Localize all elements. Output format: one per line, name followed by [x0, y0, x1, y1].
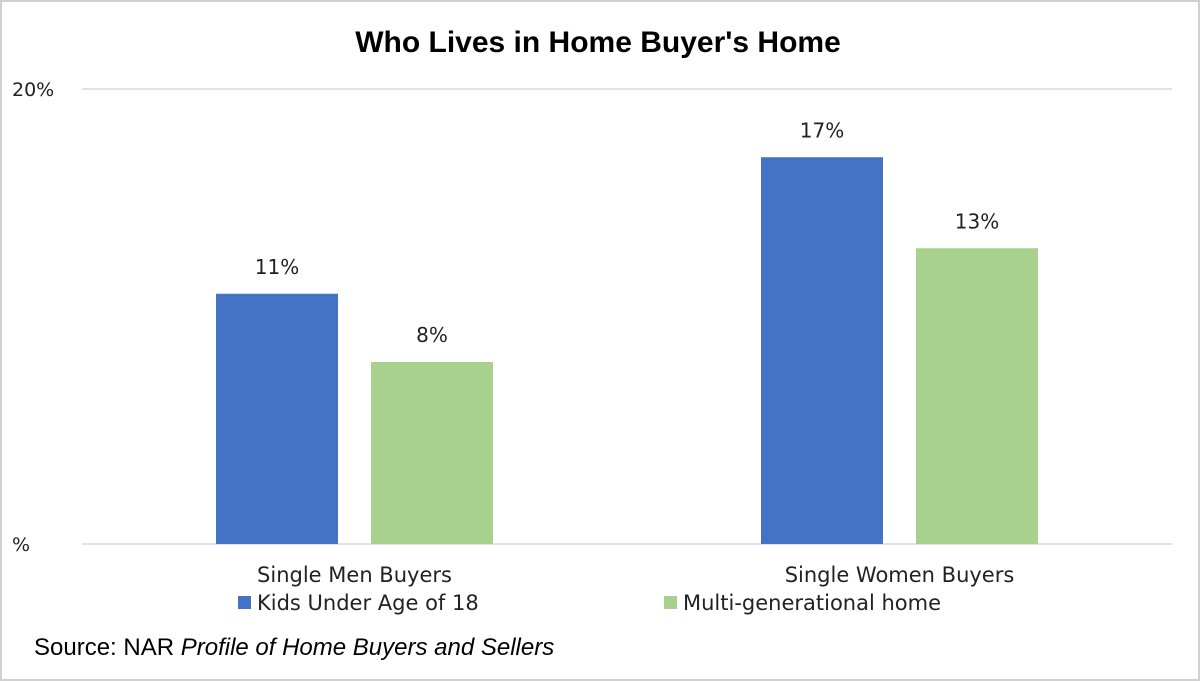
legend-label: Multi-generational home [683, 591, 941, 615]
y-tick-label: % [12, 534, 30, 556]
category-label: Single Men Buyers [257, 563, 452, 587]
legend-swatch [664, 596, 677, 609]
source-prefix: Source: NAR [34, 634, 181, 661]
data-label: 17% [800, 118, 844, 142]
y-tick-label: 20% [12, 79, 54, 101]
bar [916, 248, 1038, 544]
source-note: Source: NAR Profile of Home Buyers and S… [34, 634, 554, 662]
chart-title: Who Lives in Home Buyer's Home [355, 26, 841, 59]
data-label: 8% [416, 323, 448, 347]
legend-label: Kids Under Age of 18 [257, 591, 479, 615]
category-label: Single Women Buyers [785, 563, 1015, 587]
data-label: 11% [255, 255, 299, 279]
bar [371, 362, 493, 544]
bar [216, 293, 338, 544]
source-publication: Profile of Home Buyers and Sellers [180, 634, 555, 661]
data-label: 13% [955, 209, 999, 233]
legend-swatch [238, 596, 251, 609]
bar [761, 157, 883, 544]
